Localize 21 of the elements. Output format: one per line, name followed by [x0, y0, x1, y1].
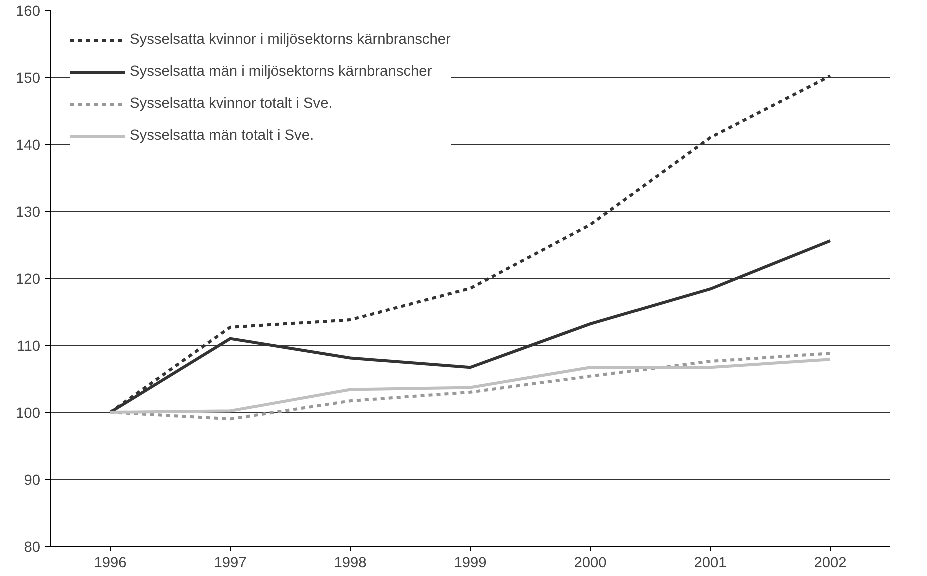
x-tick-label: 2001	[694, 556, 727, 572]
x-tick-label: 1996	[94, 556, 127, 572]
y-tick-label: 100	[16, 406, 41, 422]
x-tick-label: 1998	[334, 556, 367, 572]
legend-label: Sysselsatta kvinnor totalt i Sve.	[130, 96, 333, 112]
y-tick-label: 150	[16, 71, 41, 87]
y-tick-label: 130	[16, 205, 41, 221]
y-tick-label: 110	[17, 339, 41, 355]
x-tick-label: 1999	[454, 556, 487, 572]
x-tick-label: 2002	[814, 556, 847, 572]
y-tick-label: 80	[24, 540, 41, 556]
x-tick-label: 2000	[574, 556, 607, 572]
y-tick-label: 120	[16, 272, 41, 288]
legend-label: Sysselsatta kvinnor i miljösektorns kärnbranscher	[130, 32, 451, 48]
legend-label: Sysselsatta män totalt i Sve.	[130, 128, 314, 144]
legend-label: Sysselsatta män i miljösektorns kärnbranscher	[130, 64, 432, 80]
y-tick-label: 160	[16, 4, 41, 20]
line-series	[109, 358, 832, 414]
y-tick-label: 140	[16, 138, 41, 154]
y-tick-label: 90	[24, 473, 41, 489]
x-tick-label: 1997	[214, 556, 247, 572]
